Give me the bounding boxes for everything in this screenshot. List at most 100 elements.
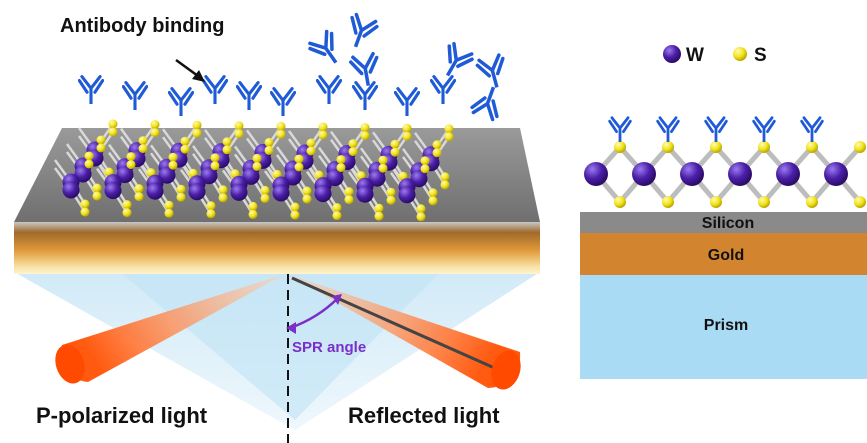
antibody-icon [236, 81, 262, 110]
sulfur-atom [302, 186, 312, 196]
tungsten-atom [104, 182, 122, 200]
tungsten-atom [62, 181, 80, 199]
sulfur-atom [108, 119, 118, 129]
sulfur-atom [710, 141, 722, 153]
sulfur-atom [80, 199, 90, 209]
sulfur-atom [444, 132, 454, 142]
sulfur-atom [302, 194, 312, 204]
spr-arrow-head-left [286, 322, 296, 334]
tungsten-atom [146, 182, 164, 200]
chip-edge [14, 222, 540, 274]
sulfur-atom [710, 196, 722, 208]
sulfur-atom [348, 139, 358, 149]
antibody-icon [78, 75, 104, 104]
sulfur-atom [104, 167, 114, 177]
sulfur-atom [402, 131, 412, 141]
sulfur-atom [230, 169, 240, 179]
sulfur-atom [150, 128, 160, 138]
tungsten-atom [284, 168, 302, 186]
sulfur-atom [318, 122, 328, 132]
tungsten-atom [158, 166, 176, 184]
sulfur-atom [248, 201, 258, 211]
sulfur-atom [84, 159, 94, 169]
sulfur-atom-icon [733, 47, 747, 61]
sulfur-atom [614, 196, 626, 208]
sulfur-atom [260, 193, 270, 203]
sulfur-atom [248, 209, 258, 219]
tungsten-atom [74, 165, 92, 183]
sulfur-atom [138, 136, 148, 146]
sulfur-atom [306, 146, 316, 156]
sulfur-atom [386, 195, 396, 205]
antibody-binding-arrow [175, 58, 199, 78]
sulfur-atom [84, 151, 94, 161]
sulfur-atom [210, 161, 220, 171]
silicon-label: Silicon [702, 215, 754, 232]
antibody-icon [168, 87, 194, 116]
sulfur-atom [176, 184, 186, 194]
sulfur-atom [294, 154, 304, 164]
sulfur-atom [138, 144, 148, 154]
sulfur-atom [222, 137, 232, 147]
antibody-icon [800, 116, 824, 142]
sulfur-atom [122, 200, 132, 210]
tungsten-atom [314, 185, 332, 203]
sulfur-atom [806, 141, 818, 153]
sulfur-atom [348, 147, 358, 157]
sulfur-atom [192, 128, 202, 138]
sulfur-atom [336, 163, 346, 173]
sulfur-atom [306, 138, 316, 148]
sulfur-atom [374, 211, 384, 221]
sulfur-atom [180, 136, 190, 146]
sulfur-atom [252, 161, 262, 171]
sulfur-atom [92, 191, 102, 201]
sulfur-atom [108, 127, 118, 137]
sulfur-atom [222, 145, 232, 155]
spr-arrow-head-right [332, 294, 342, 305]
sulfur-atom [276, 121, 286, 131]
sulfur-atom [332, 211, 342, 221]
sulfur-atom [122, 208, 132, 218]
sulfur-atom [378, 163, 388, 173]
sulfur-atom [428, 196, 438, 206]
tungsten-atom [728, 162, 752, 186]
sulfur-atom [80, 207, 90, 217]
antibody-icon [316, 75, 342, 104]
sulfur-atom [168, 152, 178, 162]
sulfur-atom [210, 153, 220, 163]
sulfur-atom [390, 139, 400, 149]
ws2-lattice [53, 119, 454, 222]
sulfur-atom [150, 120, 160, 130]
antibody-binding-label: Antibody binding [60, 15, 224, 37]
sulfur-atom [164, 200, 174, 210]
sulfur-atom [378, 155, 388, 165]
sulfur-atom [758, 196, 770, 208]
sulfur-atom [272, 169, 282, 179]
antibody-icon [608, 116, 632, 142]
antibodies-free [308, 14, 510, 121]
sulfur-atom [92, 183, 102, 193]
antibody-icon [430, 75, 456, 104]
ws2-cross-section [584, 116, 866, 208]
tungsten-atom [680, 162, 704, 186]
sulfur-atom [360, 123, 370, 133]
tungsten-atom [356, 185, 374, 203]
sulfur-atom [420, 156, 430, 166]
cross-section: W S Silicon Gold Prism [580, 45, 867, 379]
sulfur-atom [218, 193, 228, 203]
sulfur-atom [402, 123, 412, 133]
sulfur-atom [806, 196, 818, 208]
tungsten-atom [368, 169, 386, 187]
sulfur-atom [390, 147, 400, 157]
antibodies-bound [78, 75, 456, 116]
sulfur-atom [314, 170, 324, 180]
p-polarized-light-label: P-polarized light [36, 403, 208, 428]
sulfur-atom [758, 141, 770, 153]
sulfur-atom [126, 160, 136, 170]
antibody-icon [343, 14, 378, 52]
sulfur-atom [386, 187, 396, 197]
sulfur-atom [176, 192, 186, 202]
sulfur-atom [260, 185, 270, 195]
gold-layer [580, 233, 867, 275]
sulfur-atom [96, 143, 106, 153]
